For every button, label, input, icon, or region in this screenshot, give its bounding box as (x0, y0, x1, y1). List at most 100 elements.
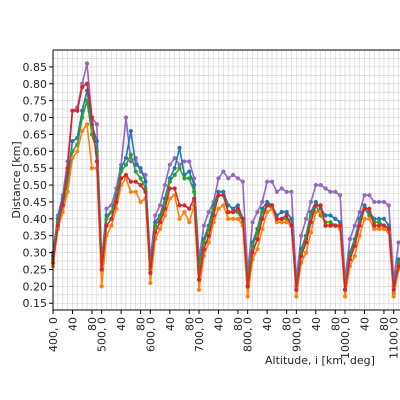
data-point (70, 155, 75, 161)
data-point (133, 189, 138, 194)
data-point (240, 179, 245, 184)
data-point (80, 128, 85, 134)
data-point (318, 182, 323, 188)
data-point (323, 186, 328, 191)
data-point (367, 216, 372, 221)
data-point (230, 206, 236, 211)
data-point (279, 186, 284, 191)
y-tick-label: 0.70 (23, 112, 48, 125)
data-point (94, 139, 99, 144)
data-point (182, 159, 187, 164)
data-point (255, 247, 260, 252)
data-point (376, 216, 382, 221)
data-point (284, 220, 289, 225)
data-point (323, 223, 328, 228)
data-point (123, 115, 129, 120)
data-point (128, 179, 133, 184)
x-tick-label: 80 (183, 317, 196, 331)
x-tick-label: 800, 0 (242, 317, 255, 352)
data-point (206, 209, 211, 215)
data-point (65, 166, 70, 171)
data-point (94, 159, 99, 164)
data-point (167, 186, 172, 191)
x-tick-label: 40 (358, 317, 371, 331)
data-point (352, 223, 357, 228)
plot-frame (52, 49, 400, 311)
y-tick-label: 0.80 (23, 78, 48, 91)
data-point (123, 162, 129, 167)
data-point (133, 179, 138, 184)
data-point (80, 115, 85, 120)
data-point (128, 189, 133, 194)
x-tick-label: 80 (232, 317, 245, 331)
x-tick-label: 80 (329, 317, 342, 331)
data-point (182, 176, 187, 181)
data-point (80, 85, 85, 90)
data-point (109, 216, 114, 221)
data-point (187, 220, 192, 225)
data-point (167, 162, 172, 167)
data-point (274, 189, 279, 194)
data-point (250, 250, 255, 255)
data-point (70, 139, 75, 144)
data-point (148, 270, 153, 275)
data-point (265, 179, 270, 184)
data-point (226, 209, 231, 215)
data-point (235, 216, 241, 221)
x-tick-label: 80 (135, 317, 148, 331)
data-point (172, 155, 177, 161)
data-point (396, 257, 400, 262)
data-point (376, 223, 382, 228)
y-tick-label: 0.30 (23, 247, 48, 260)
x-axis-label: Altitude, i [km, deg] (265, 354, 375, 367)
data-point (84, 81, 90, 86)
data-point (226, 176, 231, 181)
data-point (299, 233, 304, 238)
data-point (84, 122, 90, 127)
data-point (260, 216, 265, 221)
data-point (153, 213, 158, 218)
y-tick-label: 0.15 (23, 297, 48, 310)
data-point (313, 203, 318, 208)
data-point (177, 145, 182, 151)
data-point (138, 166, 143, 171)
data-point (372, 223, 377, 228)
data-point (187, 159, 192, 164)
y-axis: 0.15 0.20 0.25 0.30 0.35 0.40 0.45 0.50 0.55 0.60… (23, 61, 53, 310)
data-point (250, 220, 255, 225)
data-point (192, 182, 197, 188)
y-tick-label: 0.75 (23, 95, 48, 108)
data-point (333, 223, 338, 228)
data-point (177, 203, 182, 208)
data-point (94, 122, 99, 127)
data-point (367, 206, 372, 211)
data-point (138, 182, 143, 188)
data-point (89, 166, 95, 171)
data-point (342, 294, 348, 299)
data-point (216, 206, 221, 211)
data-point (230, 216, 236, 221)
data-point (143, 179, 148, 184)
data-point (338, 220, 343, 225)
data-point (303, 250, 309, 255)
data-point (128, 128, 133, 134)
data-point (177, 162, 182, 167)
data-point (289, 216, 294, 221)
data-point (128, 152, 133, 157)
data-point (328, 223, 333, 228)
y-tick-label: 0.55 (23, 162, 48, 175)
data-point (294, 294, 299, 299)
data-point (201, 247, 206, 252)
data-point (386, 203, 391, 208)
data-point (216, 189, 221, 194)
data-point (308, 220, 314, 225)
y-tick-label: 0.20 (23, 280, 48, 293)
data-point (333, 216, 338, 221)
data-point (391, 287, 396, 292)
data-point (119, 176, 124, 181)
data-point (216, 193, 221, 198)
data-point (328, 213, 333, 218)
data-point (386, 226, 391, 232)
data-point (206, 233, 211, 238)
data-point (396, 240, 400, 245)
